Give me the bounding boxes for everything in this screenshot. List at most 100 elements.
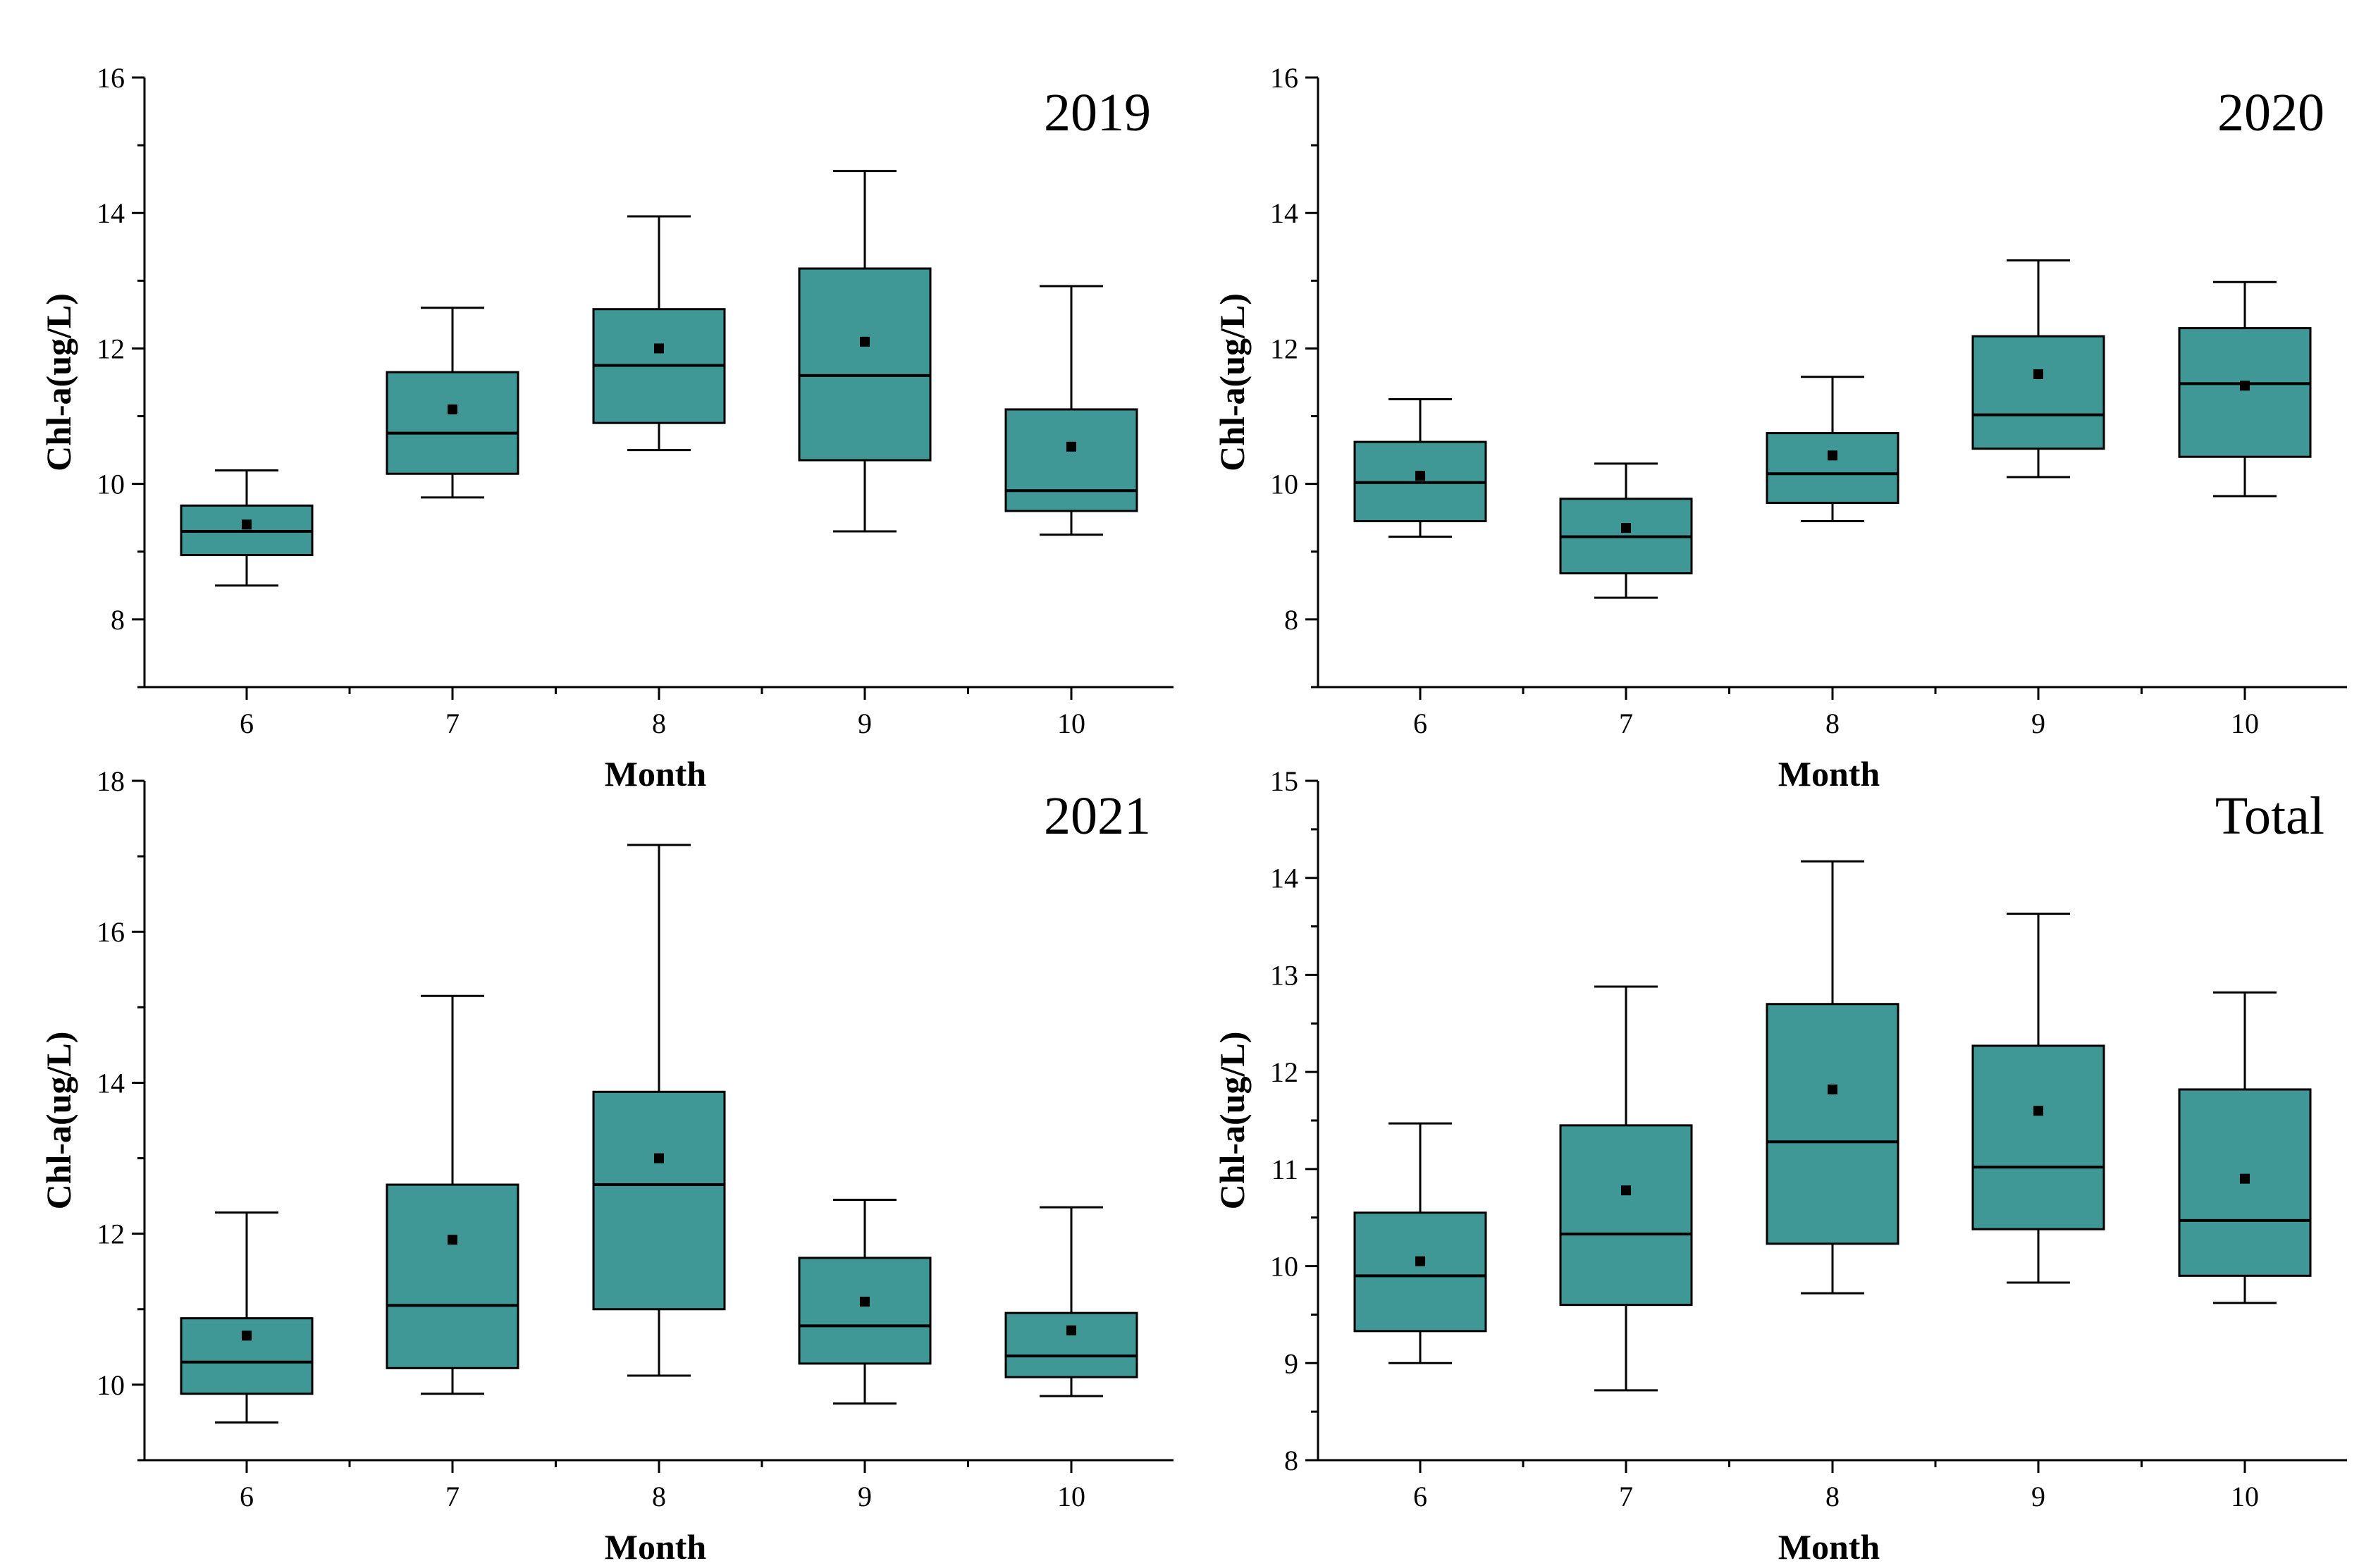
box-month-10 — [2178, 280, 2312, 498]
x-tick-label: 7 — [1619, 1481, 1633, 1512]
y-tick-label: 9 — [1284, 1347, 1298, 1379]
y-tick-label: 8 — [111, 604, 125, 636]
panel-2019: 8 10 12 14 16 6 7 8 9 10 2019 Chl-a(ug/L) Month — [39, 62, 1174, 794]
iqr-box — [1004, 1311, 1138, 1378]
box-month-8 — [1766, 860, 1899, 1295]
mean-marker — [2033, 369, 2043, 379]
y-axis-title: Chl-a(ug/L) — [39, 1032, 78, 1210]
mean-marker — [1066, 441, 1076, 452]
mean-marker — [654, 343, 664, 354]
box-month-10 — [1004, 1206, 1138, 1397]
y-tick-label: 16 — [97, 916, 125, 948]
y-tick-label: 13 — [1270, 959, 1298, 991]
mean-marker — [860, 336, 870, 347]
mean-marker — [2240, 381, 2250, 391]
panel-title: Total — [2215, 786, 2324, 846]
x-tick-label: 10 — [1057, 1481, 1085, 1512]
x-axis-title: Month — [605, 1527, 707, 1567]
x-tick-label: 9 — [858, 1481, 872, 1512]
y-tick-label: 14 — [97, 197, 125, 229]
iqr-box — [1766, 432, 1899, 505]
y-axis-title: Chl-a(ug/L) — [1212, 1032, 1252, 1210]
y-tick-label: 12 — [1270, 333, 1298, 364]
mean-marker — [1066, 1325, 1076, 1335]
iqr-box — [798, 267, 932, 462]
x-axis-title: Month — [605, 754, 707, 794]
iqr-box — [1971, 335, 2105, 450]
y-tick-label: 11 — [1271, 1154, 1298, 1185]
x-tick-label: 8 — [1825, 708, 1840, 739]
y-tick-label: 14 — [1270, 863, 1298, 894]
panel-2021: 10 12 14 16 18 6 7 8 9 10 2021 Chl-a(ug/L) Month — [39, 765, 1174, 1567]
panel-title: 2020 — [2217, 83, 2324, 142]
x-tick-label: 6 — [240, 708, 254, 739]
box-month-6 — [1353, 1122, 1487, 1364]
x-tick-label: 8 — [652, 708, 666, 739]
box-month-6 — [1353, 398, 1487, 538]
panel-total: 8 9 10 11 12 13 14 15 6 7 8 9 10 Total Chl-a(ug/L) Mont… — [1212, 765, 2347, 1567]
x-tick-label: 6 — [240, 1481, 254, 1512]
mean-marker — [1621, 1185, 1631, 1196]
x-tick-label: 7 — [1619, 708, 1633, 739]
y-tick-label: 12 — [97, 1218, 125, 1250]
mean-marker — [2033, 1106, 2043, 1116]
x-tick-label: 7 — [445, 1481, 460, 1512]
box-month-9 — [1971, 259, 2105, 479]
y-tick-label: 10 — [97, 469, 125, 500]
y-tick-label: 14 — [1270, 197, 1298, 229]
box-month-8 — [592, 844, 726, 1377]
mean-marker — [2240, 1173, 2250, 1184]
x-axis-title: Month — [1778, 754, 1880, 794]
y-tick-label: 16 — [1270, 62, 1298, 94]
box-month-9 — [798, 1198, 932, 1405]
iqr-box — [386, 1183, 519, 1369]
y-tick-label: 15 — [1270, 765, 1298, 797]
y-tick-label: 12 — [1270, 1056, 1298, 1088]
x-tick-label: 7 — [445, 708, 460, 739]
box-month-7 — [386, 994, 519, 1395]
y-tick-label: 10 — [1270, 1251, 1298, 1283]
y-tick-label: 18 — [97, 765, 125, 797]
y-axis-title: Chl-a(ug/L) — [39, 293, 78, 471]
y-tick-label: 12 — [97, 333, 125, 364]
y-tick-label: 10 — [97, 1369, 125, 1401]
x-tick-label: 6 — [1413, 708, 1427, 739]
x-tick-label: 8 — [652, 1481, 666, 1512]
iqr-box — [798, 1257, 932, 1365]
y-tick-label: 10 — [1270, 469, 1298, 500]
box-month-10 — [2178, 991, 2312, 1304]
mean-marker — [1415, 1256, 1425, 1266]
mean-marker — [1828, 1084, 1837, 1094]
panel-2020: 8 10 12 14 16 6 7 8 9 10 2020 Chl-a(ug/L) Month — [1212, 62, 2347, 794]
mean-marker — [1621, 523, 1631, 533]
mean-marker — [654, 1153, 664, 1163]
iqr-box — [1353, 1211, 1487, 1333]
iqr-box — [2178, 327, 2312, 458]
mean-marker — [242, 1331, 252, 1341]
mean-marker — [1828, 450, 1837, 461]
iqr-box — [386, 371, 519, 475]
y-tick-label: 8 — [1284, 1445, 1298, 1476]
x-tick-label: 10 — [1057, 708, 1085, 739]
y-axis-title: Chl-a(ug/L) — [1212, 293, 1252, 471]
mean-marker — [448, 404, 457, 414]
mean-marker — [242, 519, 252, 530]
y-tick-label: 16 — [97, 62, 125, 94]
box-month-6 — [180, 469, 314, 587]
box-month-7 — [1559, 985, 1693, 1392]
iqr-box — [180, 1317, 314, 1395]
box-month-9 — [798, 170, 932, 533]
x-tick-label: 10 — [2231, 708, 2259, 739]
y-tick-label: 8 — [1284, 604, 1298, 636]
x-tick-label: 9 — [2031, 708, 2045, 739]
box-month-8 — [592, 215, 726, 452]
iqr-box — [1559, 1124, 1693, 1307]
mean-marker — [1415, 471, 1425, 481]
panel-title: 2019 — [1044, 83, 1151, 142]
iqr-box — [1766, 1003, 1899, 1245]
x-tick-label: 10 — [2231, 1481, 2259, 1512]
box-month-7 — [1559, 462, 1693, 599]
panel-title: 2021 — [1044, 786, 1151, 846]
x-axis-title: Month — [1778, 1527, 1880, 1567]
